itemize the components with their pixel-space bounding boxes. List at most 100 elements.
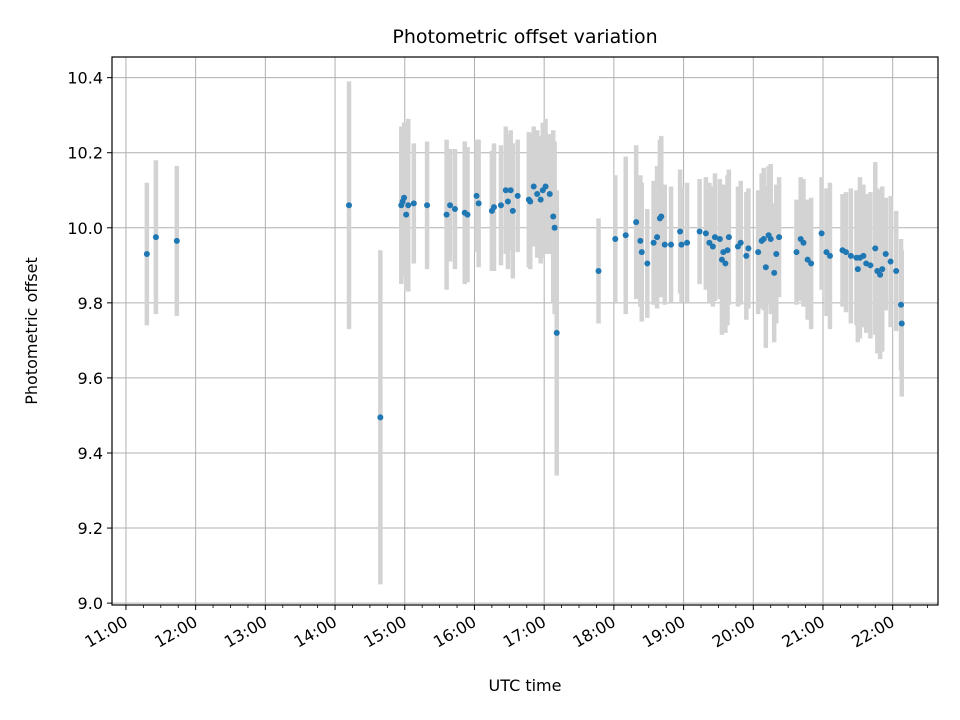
data-point	[879, 266, 886, 273]
data-point	[530, 183, 537, 190]
data-point	[345, 202, 352, 209]
data-point	[490, 204, 497, 211]
data-point	[800, 239, 807, 246]
data-point	[737, 239, 744, 246]
data-point	[152, 234, 159, 241]
y-tick-label: 10.4	[67, 69, 103, 88]
data-point	[724, 247, 731, 254]
data-point	[762, 264, 769, 271]
data-point	[702, 230, 709, 237]
y-tick-label: 10.0	[67, 219, 103, 238]
data-point	[898, 320, 905, 327]
data-point	[808, 260, 815, 267]
data-point	[887, 258, 894, 265]
y-axis-ticks: 9.0 9.2 9.4 9.6 9.8 10.0 10.2 10.4	[67, 69, 112, 613]
y-tick-label: 10.2	[67, 144, 103, 163]
data-point	[776, 234, 783, 241]
data-point	[527, 198, 534, 205]
data-point	[612, 236, 619, 243]
data-point	[405, 202, 412, 209]
data-point	[745, 245, 752, 252]
data-point	[898, 301, 905, 308]
data-point	[771, 269, 778, 276]
data-point	[401, 194, 408, 201]
data-point	[711, 234, 718, 241]
data-point	[882, 251, 889, 258]
data-point	[668, 241, 675, 248]
data-point	[424, 202, 431, 209]
data-point	[638, 249, 645, 256]
data-point	[767, 236, 774, 243]
data-point	[706, 239, 713, 246]
data-point	[725, 234, 732, 241]
data-point	[622, 232, 629, 239]
data-point	[854, 266, 861, 273]
data-point	[860, 252, 867, 259]
plot-frame	[111, 56, 939, 606]
data-point	[823, 249, 830, 256]
data-point	[793, 249, 800, 256]
data-point	[773, 251, 780, 258]
y-tick-label: 9.2	[78, 519, 103, 538]
data-point	[473, 192, 480, 199]
data-point	[173, 237, 180, 244]
data-point	[678, 241, 685, 248]
data-point	[475, 200, 482, 207]
y-tick-label: 9.0	[78, 594, 103, 613]
data-point	[661, 241, 668, 248]
data-point	[684, 239, 691, 246]
data-point	[872, 245, 879, 252]
data-point	[514, 192, 521, 199]
data-point	[722, 260, 729, 267]
data-point	[650, 239, 657, 246]
data-point	[443, 211, 450, 218]
data-point	[633, 219, 640, 226]
data-point	[716, 236, 723, 243]
data-point	[553, 329, 560, 336]
data-point	[537, 196, 544, 203]
data-point	[654, 234, 661, 241]
data-point	[877, 271, 884, 278]
data-point	[410, 200, 417, 207]
data-point	[804, 256, 811, 263]
chart-title: Photometric offset variation	[392, 26, 657, 48]
data-point	[826, 252, 833, 259]
data-point	[696, 228, 703, 235]
data-point	[534, 191, 541, 197]
data-point	[504, 198, 511, 205]
data-point	[542, 183, 549, 190]
data-point	[550, 213, 557, 220]
data-point	[451, 206, 458, 213]
data-point	[143, 251, 150, 258]
data-point	[377, 414, 384, 421]
x-axis-label: UTC time	[489, 676, 562, 695]
data-point	[718, 256, 725, 263]
data-point	[755, 249, 762, 256]
data-point	[403, 211, 410, 218]
y-tick-label: 9.4	[78, 444, 103, 463]
data-point	[867, 262, 874, 269]
data-point	[893, 267, 900, 274]
data-point	[818, 230, 825, 237]
data-point	[644, 260, 651, 267]
y-tick-label: 9.6	[78, 369, 103, 388]
data-points	[143, 183, 905, 421]
data-point	[509, 207, 516, 214]
data-point	[760, 236, 767, 243]
data-point	[447, 202, 454, 209]
data-point	[709, 243, 716, 250]
data-point	[637, 237, 644, 244]
data-point	[464, 211, 471, 218]
data-point	[502, 187, 509, 194]
data-point	[595, 267, 602, 274]
data-point	[847, 252, 854, 259]
y-tick-label: 9.8	[78, 294, 103, 313]
data-point	[677, 228, 684, 235]
data-point	[546, 191, 553, 197]
data-point	[551, 224, 558, 231]
data-point	[743, 252, 750, 259]
data-point	[497, 202, 504, 209]
data-point	[658, 213, 665, 220]
